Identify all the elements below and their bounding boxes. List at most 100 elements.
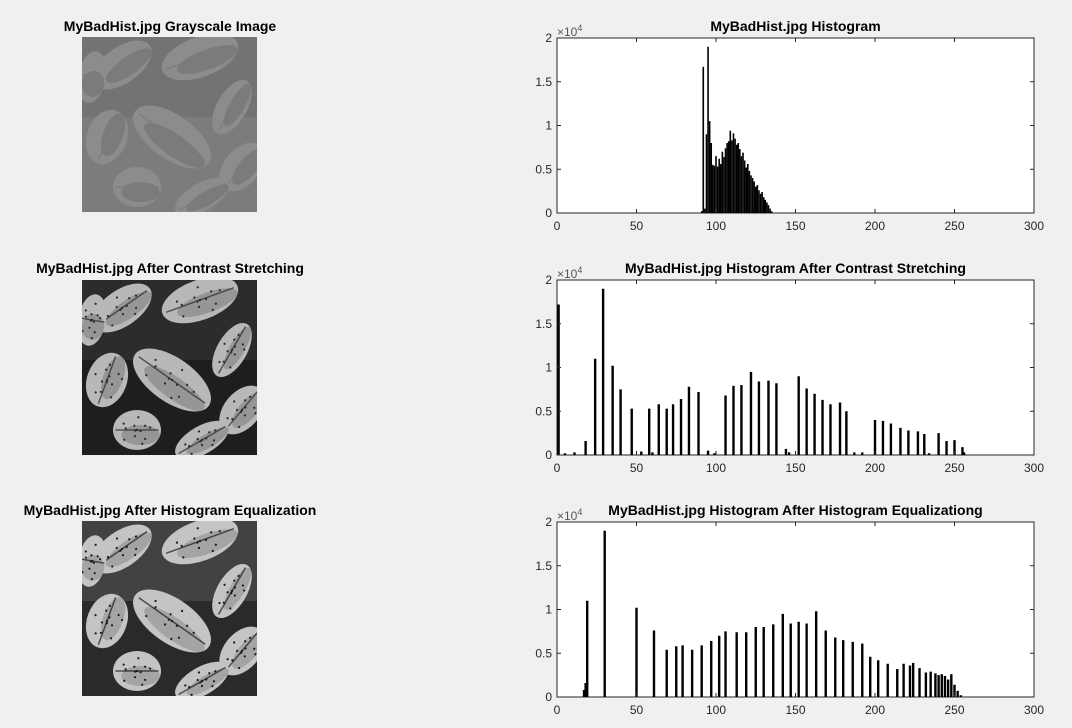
histogram-bar [956, 690, 959, 697]
histogram-bar [724, 395, 727, 455]
histogram-bar [586, 600, 589, 697]
histogram-bar [805, 388, 808, 455]
histogram-bar [869, 656, 872, 697]
histogram-bar [772, 624, 775, 697]
histogram-bar [651, 452, 654, 455]
histogram-bar [671, 404, 675, 455]
histogram-bar [681, 645, 684, 697]
histogram-bar [710, 143, 713, 213]
histogram-bar [743, 160, 746, 213]
pollen-grain [161, 280, 239, 324]
histogram-bar [724, 631, 727, 697]
histogram-bar [876, 660, 880, 697]
histogram-bar [648, 408, 651, 455]
histogram-plot-original: 0 50 100 150 200 250 300 0 0.5 1 1.5 2 ×104 [535, 23, 1044, 233]
y-tick-label: 1 [545, 361, 552, 375]
histogram-bar [750, 175, 752, 213]
histogram-plot-equalized: 0 50 100 150 200 250 300 0 0.5 1 1.5 2 ×104 [535, 507, 1044, 717]
histogram-bar [784, 448, 788, 455]
pollen-grain [82, 294, 107, 346]
pollen-grain [85, 352, 129, 408]
histogram-bar [704, 208, 706, 213]
histogram-bar [635, 607, 638, 697]
histogram-bar [705, 134, 708, 213]
x-tick-label: 100 [706, 461, 726, 475]
pollen-grain [82, 535, 107, 587]
x-tick-label: 0 [554, 461, 561, 475]
histogram-bar [723, 157, 725, 213]
pollen-grain [113, 651, 161, 691]
histogram-bar [740, 156, 743, 213]
image-title-stretched: MyBadHist.jpg After Contrast Stretching [36, 260, 304, 276]
histogram-bar [767, 205, 770, 213]
plot-area [556, 521, 1035, 698]
image-title-equalized: MyBadHist.jpg After Histogram Equalizati… [23, 502, 317, 518]
plot-area [556, 37, 1035, 214]
histogram-bar [713, 453, 716, 455]
histogram-bar [842, 640, 845, 697]
pollen-grain [175, 177, 229, 212]
pollen-grain [161, 521, 239, 565]
histogram-bar [719, 164, 722, 213]
x-tick-label: 50 [630, 703, 644, 717]
x-tick-label: 150 [785, 461, 805, 475]
pollen-grain [212, 563, 252, 619]
histogram-bar [861, 452, 864, 455]
histogram-bar [729, 130, 732, 213]
histogram-bar [934, 673, 937, 697]
histogram-bar [706, 450, 710, 455]
histogram-bar [961, 447, 964, 455]
histogram-bar [759, 193, 762, 213]
x-tick-label: 50 [630, 461, 644, 475]
histogram-bar [742, 152, 744, 213]
y-tick-label: 0.5 [535, 162, 552, 176]
histogram-bar [953, 684, 956, 697]
histogram-bar [889, 423, 893, 455]
histogram-bar [735, 632, 738, 697]
pollen-grain [133, 589, 211, 653]
pollen-grain [212, 322, 252, 378]
histogram-bar [630, 408, 633, 455]
histogram-bar [749, 371, 753, 455]
x-tick-label: 100 [706, 219, 726, 233]
histogram-bar [732, 133, 735, 213]
histogram-bar [754, 186, 757, 213]
histogram-bar [881, 420, 885, 455]
histogram-bar [851, 641, 854, 697]
x-tick-label: 100 [706, 703, 726, 717]
histogram-bar [690, 649, 694, 697]
x-tick-label: 150 [785, 219, 805, 233]
pollen-grain [161, 37, 239, 81]
x-tick-label: 250 [944, 461, 964, 475]
histogram-bar [924, 672, 928, 697]
y-tick-label: 0 [545, 690, 552, 704]
histogram-bar [747, 164, 749, 213]
histogram-bar [946, 679, 950, 697]
histogram-bar [923, 434, 926, 455]
histogram-bar [758, 190, 760, 213]
histogram-bar [770, 211, 773, 213]
histogram-bar [787, 452, 791, 455]
histogram-bar [745, 167, 748, 213]
histogram-bar [687, 386, 691, 455]
y-exponent-label: ×104 [557, 507, 582, 523]
histogram-bar [873, 420, 877, 455]
y-exponent-label: ×104 [557, 23, 582, 39]
histogram-bar [911, 662, 915, 697]
histogram-bar [853, 452, 856, 455]
histogram-bar [702, 66, 705, 213]
histogram-bar [757, 381, 761, 455]
histogram-bar [713, 165, 716, 213]
histogram-bar [918, 668, 921, 697]
y-tick-label: 1.5 [535, 317, 552, 331]
histogram-bar [781, 613, 784, 697]
histogram-bar [789, 623, 792, 697]
pollen-grain [85, 109, 129, 165]
y-tick-label: 0 [545, 448, 552, 462]
y-tick-label: 2 [545, 515, 552, 529]
x-tick-label: 50 [630, 219, 644, 233]
histogram-title-original: MyBadHist.jpg Histogram [710, 18, 881, 34]
y-tick-label: 2 [545, 31, 552, 45]
histogram-bar [797, 376, 800, 455]
histogram-bar [735, 144, 738, 213]
